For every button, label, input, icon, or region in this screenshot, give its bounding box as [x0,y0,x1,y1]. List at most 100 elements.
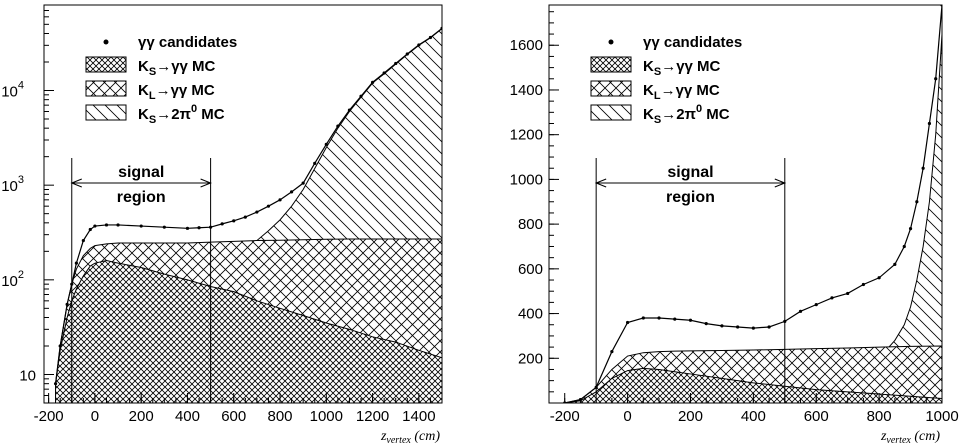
y-tick-label: 1000 [510,171,543,188]
data-point [313,161,317,165]
data-point [255,210,259,214]
data-point [139,224,143,228]
data-point [301,181,305,185]
data-point [324,142,328,146]
signal-label-line1: signal [118,164,164,181]
data-point [65,302,69,307]
data-point [688,318,693,322]
data-point [405,52,409,56]
x-axis-label: zvertex (cm) [380,429,440,443]
signal-region: signal region [594,158,787,403]
y-tick-label: 800 [518,216,543,233]
arrow-head-right [774,178,787,188]
legend-label: KL→γγ MC [643,82,720,102]
y-tick-label: 1400 [510,82,543,99]
data-point [610,349,614,354]
legend-label: γγ candidates [643,34,742,51]
data-point [359,94,363,98]
legend-swatch-diagonal [85,104,127,121]
x-tick-label: 800 [268,408,293,425]
data-point [641,316,645,320]
data-point [394,61,398,66]
data-point [428,35,433,40]
data-point [673,317,677,321]
data-point [88,227,92,232]
y-tick-label: 10 [19,368,36,385]
legend-swatch-crosshatch [590,80,632,97]
data-point [934,77,938,81]
x-tick-label: 800 [867,408,892,425]
data-point [902,244,906,249]
signal-label-line1: signal [667,164,713,181]
legend-swatch-diagonal [590,104,632,121]
legend-swatch-crosshatch [85,80,127,97]
right-panel: -200 0 200 400 600 800 1000 200 400 600 800 1000 120… [510,4,959,443]
data-point [814,303,818,307]
data-point [720,324,724,328]
data-point [104,223,109,227]
data-point [243,215,247,219]
plot-area [53,26,442,403]
data-point [830,296,834,300]
arrow-head-left [70,178,82,188]
x-tick-label: 1000 [925,408,958,425]
arrow-head-left [594,178,607,188]
data-point [846,291,850,296]
data-point [893,262,897,266]
data-point [704,322,708,326]
data-point [382,71,386,75]
data-point [58,344,62,348]
x-tick-label: 0 [91,408,99,425]
data-point [232,219,236,223]
y-tick-exponent: 4 [18,79,24,91]
data-point [657,316,661,320]
left-panel: -200 0 200 400 600 800 1000 1200 1400 10 102 103 104… [1,4,443,443]
data-point [798,309,803,313]
legend-swatch-dense-crosshatch [590,56,632,73]
y-tick-label: 600 [518,261,543,278]
plot-frame [43,4,443,404]
data-point [767,325,771,329]
data-point [185,226,190,230]
y-tick-label: 200 [518,350,543,367]
x-tick-label: 600 [221,408,246,425]
data-point [877,276,881,280]
x-tick-label: 200 [678,408,703,425]
data-point [74,261,78,265]
y-tick-exponent: 3 [18,174,24,186]
legend-label: γγ candidates [138,34,237,51]
data-point [289,190,294,194]
y-tick-label: 102 [1,269,24,290]
data-point [861,282,866,287]
y-tick-label: 1200 [510,127,543,144]
data-point [417,43,421,47]
x-tick-label: 1400 [402,408,435,425]
x-tick-label: 600 [804,408,829,425]
x-tick-label: 1200 [356,408,389,425]
data-point [197,226,201,230]
legend-marker-points [608,39,614,45]
signal-region: signal region [70,158,212,403]
y-tick-exponent: 2 [18,269,24,281]
data-point [347,108,352,112]
data-point [336,124,340,128]
x-tick-label: 400 [741,408,766,425]
y-tick-label: 1600 [510,37,543,54]
series-dense-crosshatch-fill [564,367,942,403]
legend-label: KL→γγ MC [138,82,215,102]
signal-label-line2: region [666,189,715,206]
x-axis-label: zvertex (cm) [880,429,940,443]
data-point [370,80,375,84]
data-point [626,320,630,325]
data-point [116,223,120,227]
legend-label: KS→2π0 MC [643,103,730,126]
data-point [266,204,271,208]
x-tick-label: 200 [129,408,154,425]
plot-frame [548,4,943,404]
legend-label: KS→γγ MC [138,58,216,78]
data-point [908,226,913,231]
arrow-head-right [200,178,212,188]
data-point [915,200,919,204]
